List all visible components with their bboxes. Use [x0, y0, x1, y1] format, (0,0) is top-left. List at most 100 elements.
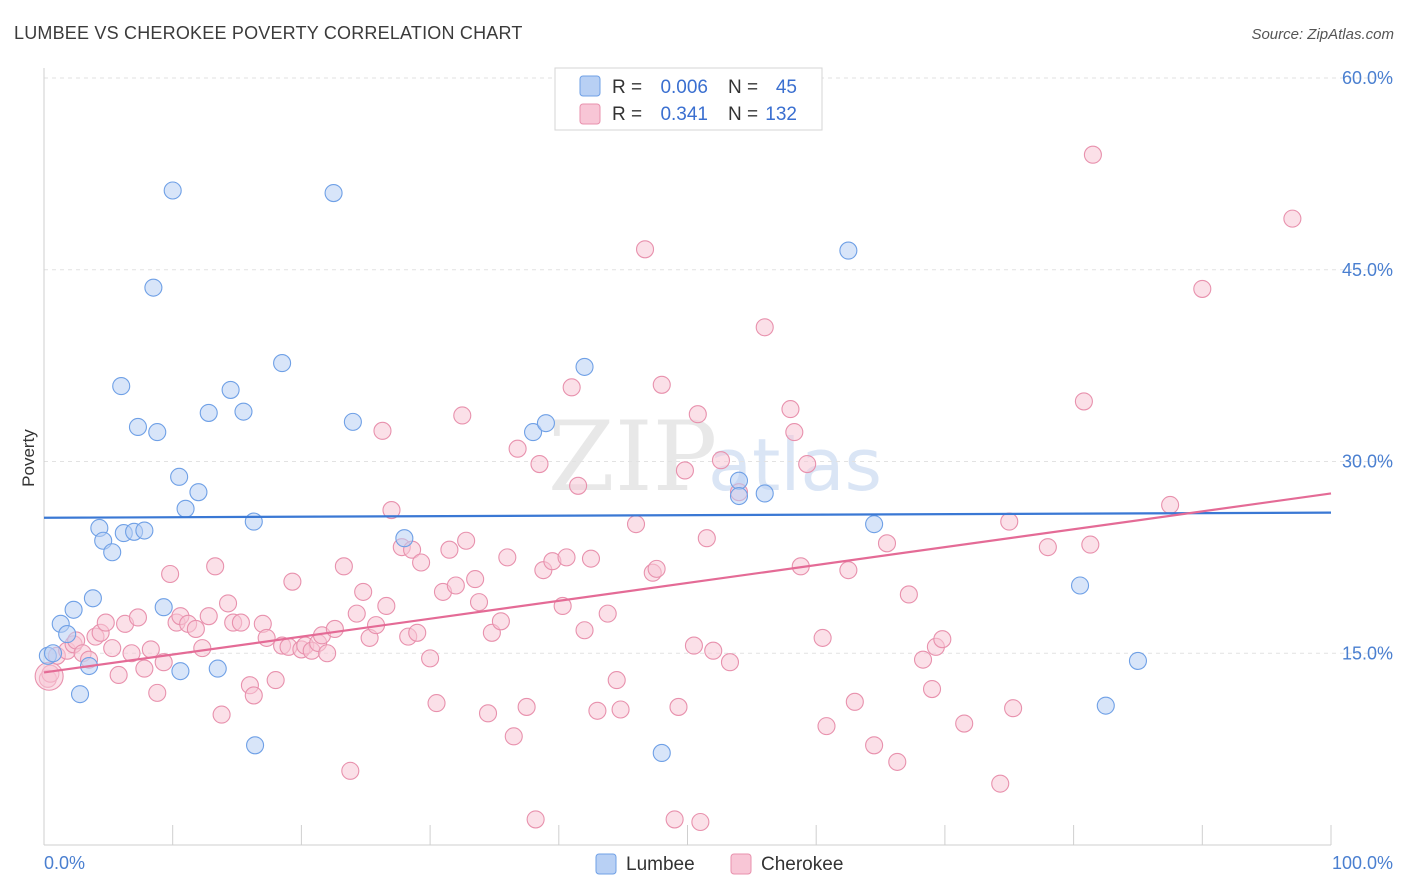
cherokee-point-49: [347, 604, 366, 623]
gridlines: [44, 77, 1393, 654]
cherokee-point-132: [1161, 495, 1180, 515]
lumbee-point-42: [865, 515, 884, 534]
chart-source: Source: ZipAtlas.com: [1251, 26, 1394, 43]
lumbee-point-24: [199, 403, 218, 422]
series-legend-swatch-lumbee: [595, 853, 617, 875]
x-tick-max: 100.0%: [1332, 853, 1393, 873]
cherokee-point-123: [933, 630, 952, 649]
cherokee-point-72: [491, 612, 510, 631]
lumbee-point-36: [575, 357, 594, 376]
lumbee-point-1: [43, 644, 63, 663]
cherokee-points: [34, 145, 1302, 832]
lumbee-point-37: [652, 743, 671, 763]
cherokee-point-67: [457, 531, 476, 550]
axes: [43, 68, 1332, 846]
cherokee-point-74: [504, 727, 523, 746]
cherokee-point-48: [341, 761, 360, 780]
y-tick-label-0: 15.0%: [1342, 643, 1393, 663]
lumbee-point-35: [536, 414, 555, 433]
lumbee-point-15: [135, 521, 154, 540]
lumbee-point-17: [148, 423, 167, 442]
cherokee-point-35: [257, 628, 276, 647]
cherokee-point-103: [704, 641, 723, 660]
lumbee-point-16: [144, 278, 163, 297]
y-tick-labels: 15.0% 30.0% 45.0% 60.0%: [1342, 68, 1393, 663]
lumbee-point-34: [524, 423, 543, 442]
cherokee-point-111: [798, 455, 817, 474]
cherokee-point-61: [421, 649, 440, 668]
cherokee-point-16: [135, 659, 154, 678]
cherokee-point-112: [813, 628, 832, 647]
series-legend-label-lumbee: Lumbee: [626, 854, 695, 875]
cherokee-point-33: [244, 686, 263, 705]
chart-title: LUMBEE VS CHEROKEE POVERTY CORRELATION C…: [14, 23, 523, 43]
cherokee-point-39: [283, 572, 302, 591]
cherokee-point-29: [218, 594, 238, 613]
cherokee-point-70: [478, 704, 498, 723]
lumbee-point-23: [189, 483, 208, 502]
cherokee-point-cluster: [34, 661, 64, 691]
lumbee-point-40: [755, 484, 774, 503]
lumbee-point-19: [163, 181, 182, 200]
cherokee-point-25: [193, 639, 212, 658]
lumbee-point-29: [246, 736, 265, 755]
lumbee-point-28: [244, 512, 263, 531]
cherokee-point-131: [1083, 145, 1102, 164]
lumbee-point-31: [324, 184, 343, 203]
legend-r-value-cherokee: 0.341: [660, 104, 708, 125]
lumbee-point-30: [273, 354, 292, 373]
cherokee-point-91: [626, 515, 646, 534]
cherokee-point-14: [122, 644, 141, 663]
cherokee-point-55: [382, 501, 401, 520]
lumbee-point-22: [176, 499, 195, 518]
cherokee-point-94: [647, 559, 666, 578]
cherokee-point-117: [877, 534, 897, 553]
lumbee-point-7: [83, 589, 102, 608]
legend-n-label-lumbee: N =: [728, 77, 758, 98]
lumbee-point-4: [64, 600, 83, 619]
cherokee-point-75: [508, 439, 527, 458]
series-legend: Lumbee Cherokee: [595, 853, 843, 875]
lumbee-point-41: [839, 241, 858, 260]
cherokee-point-84: [569, 476, 588, 495]
legend-r-value-lumbee: 0.006: [660, 77, 708, 98]
cherokee-point-11: [103, 639, 122, 658]
cherokee-point-97: [669, 697, 688, 716]
lumbee-point-33: [395, 529, 414, 548]
x-tick-min: 0.0%: [44, 853, 85, 873]
cherokee-point-133: [1193, 279, 1212, 298]
cherokee-point-88: [598, 604, 617, 623]
cherokee-point-15: [128, 608, 148, 627]
y-tick-label-3: 60.0%: [1342, 68, 1393, 88]
cherokee-point-64: [440, 540, 459, 559]
cherokee-point-83: [562, 378, 581, 397]
cherokee-point-105: [720, 653, 740, 672]
cherokee-point-107: [755, 318, 774, 337]
cherokee-point-98: [675, 461, 694, 480]
cherokee-point-62: [427, 694, 446, 713]
cherokee-point-12: [109, 665, 128, 685]
cherokee-point-125: [991, 774, 1010, 793]
legend-n-value-lumbee: 45: [776, 77, 797, 98]
cherokee-point-69: [469, 593, 489, 612]
trend-lines: [43, 492, 1332, 674]
legend-r-label-cherokee: R =: [612, 104, 642, 125]
cherokee-point-45: [318, 644, 337, 663]
y-tick-label-1: 30.0%: [1342, 452, 1393, 472]
cherokee-point-120: [913, 650, 933, 669]
legend-swatch-lumbee: [579, 75, 601, 97]
cherokee-point-53: [373, 421, 392, 440]
cherokee-point-68: [466, 570, 485, 589]
cherokee-point-18: [148, 683, 167, 702]
cherokee-point-73: [498, 548, 517, 567]
cherokee-point-76: [517, 697, 536, 716]
lumbee-point-10: [103, 543, 122, 562]
cherokee-point-118: [888, 752, 907, 771]
cherokee-point-116: [865, 736, 884, 755]
lumbee-point-5: [70, 685, 90, 704]
legend-n-label-cherokee: N =: [728, 104, 758, 125]
cherokee-point-20: [161, 564, 180, 584]
cherokee-point-113: [817, 717, 836, 736]
lumbee-point-32: [343, 412, 362, 431]
cherokee-point-26: [199, 607, 218, 626]
